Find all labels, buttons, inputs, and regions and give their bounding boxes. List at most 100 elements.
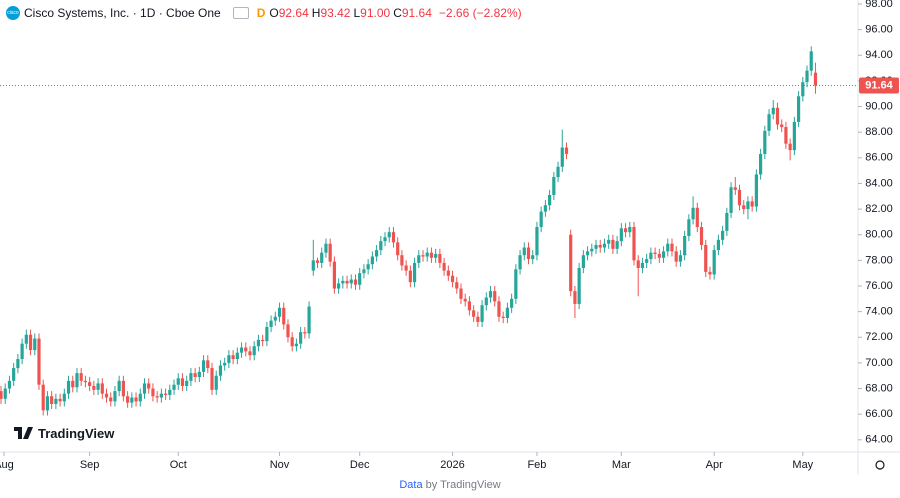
candle-body (197, 371, 201, 378)
candle-body (366, 264, 370, 270)
candle-body (404, 265, 408, 271)
x-tick-label: Oct (170, 459, 187, 471)
tradingview-logo[interactable]: TradingView (8, 422, 121, 444)
candle-body (66, 380, 71, 394)
y-tick-label: 82.00 (865, 203, 893, 215)
candle-body (539, 211, 543, 228)
candle-body (151, 388, 155, 397)
candle-body (434, 253, 438, 258)
y-tick-label: 68.00 (865, 382, 893, 394)
candle-body (117, 380, 121, 392)
x-tick-label: 2026 (440, 459, 464, 471)
candle-body (201, 360, 206, 372)
candle-body (20, 343, 24, 360)
candle-body (37, 338, 41, 385)
candle-body (455, 282, 459, 289)
footer-link[interactable]: Data (399, 479, 423, 491)
y-tick-label: 66.00 (865, 408, 893, 420)
y-tick-label: 72.00 (865, 331, 893, 343)
ohlc-value: 93.42 (320, 6, 351, 20)
interval-badge: D (256, 6, 266, 20)
candle-body (813, 72, 818, 86)
candle-body (121, 380, 125, 397)
candle-body (653, 252, 657, 254)
candle-body (775, 107, 780, 125)
candle-body (307, 306, 311, 334)
candle-body (400, 255, 404, 266)
legend-header: cisco Cisco Systems, Inc. · 1D · Cboe On… (6, 4, 525, 22)
ohlc-key: L (353, 6, 361, 20)
candle-body (349, 279, 353, 284)
candle-body (282, 307, 286, 325)
candle-body (286, 324, 290, 338)
candle-body (126, 396, 130, 403)
y-tick-label: 76.00 (865, 280, 893, 292)
candle-body (252, 346, 256, 356)
candle-body (649, 252, 653, 260)
candle-body (805, 70, 809, 83)
candle-body (721, 230, 725, 240)
candle-body (58, 398, 62, 402)
candle-body (54, 398, 58, 404)
candle-body (746, 201, 750, 210)
candle-body (83, 380, 88, 383)
last-price-box (859, 77, 899, 94)
x-tick-label: Sep (80, 459, 100, 471)
candle-body (41, 384, 45, 411)
candle-body (615, 241, 619, 249)
candle-body (484, 297, 488, 306)
candle-body (408, 270, 412, 283)
candle-body (16, 359, 20, 369)
candle-body (763, 130, 767, 154)
candle-body (12, 368, 16, 381)
y-tick-label: 98.00 (865, 0, 893, 10)
y-tick-label: 90.00 (865, 100, 893, 112)
candle-body (446, 270, 450, 276)
candle-body (716, 239, 721, 251)
candle-body (611, 239, 615, 249)
candle-body (303, 332, 307, 334)
candle-body (138, 393, 142, 402)
candle-body (273, 316, 277, 321)
candle-body (522, 247, 526, 256)
candle-body (598, 244, 602, 248)
candle-body (792, 121, 796, 151)
candle-body (493, 291, 497, 302)
candle-body (391, 232, 396, 243)
candle-body (100, 383, 104, 394)
candle-body (594, 244, 598, 249)
candle-body (712, 250, 716, 275)
candle-body (737, 189, 742, 206)
candle-body (96, 383, 100, 390)
candle-body (754, 174, 758, 207)
settings-button[interactable] (875, 460, 885, 470)
candle-body (569, 234, 573, 292)
candle-body (163, 393, 168, 395)
candle-body (602, 243, 607, 248)
change-value: −2.66 (−2.82%) (438, 6, 522, 20)
candle-body (577, 268, 581, 304)
candle-body (771, 107, 775, 115)
candle-body (193, 373, 197, 378)
candle-body (472, 310, 476, 317)
visibility-toggle[interactable] (232, 7, 249, 19)
candle-body (172, 384, 176, 390)
candle-body (218, 365, 223, 376)
y-tick-label: 78.00 (865, 254, 893, 266)
candle-body (619, 228, 623, 242)
ohlc-values: O92.64 H93.42 L91.00 C91.64 (269, 6, 435, 20)
candle-body (497, 301, 501, 317)
candle-body (147, 383, 151, 389)
candle-body (155, 396, 159, 398)
candle-body (564, 147, 569, 154)
candle-body (92, 385, 96, 390)
candle-body (223, 362, 227, 366)
candle-body (185, 380, 189, 386)
candle-body (623, 228, 628, 233)
candle-body (628, 227, 632, 233)
candle-body (142, 383, 147, 394)
candle-body (33, 338, 37, 351)
x-tick-label: Apr (706, 459, 723, 471)
candle-body (607, 239, 611, 244)
